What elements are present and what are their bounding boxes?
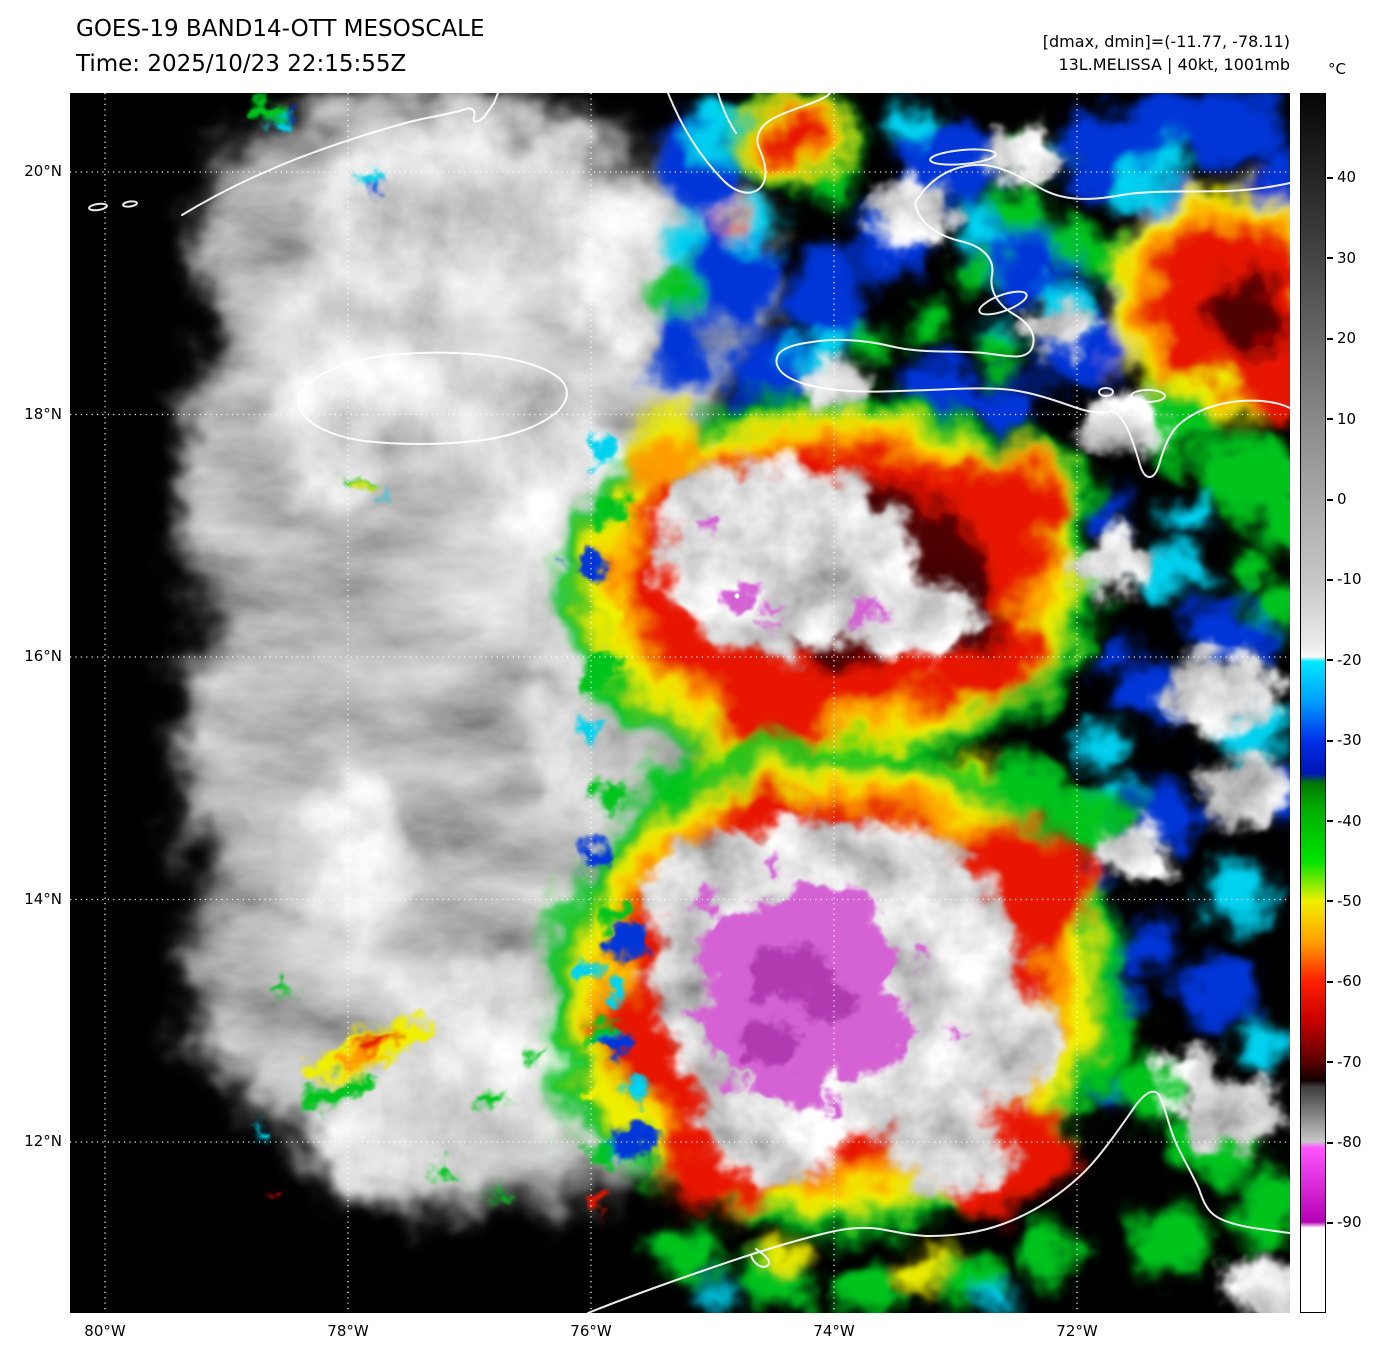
lon-tick-label: 76°W [570,1322,612,1340]
colorbar-tick-label: -20 [1337,650,1362,669]
gonave-island [978,290,1028,316]
coastline-hispaniola-north [914,163,1290,204]
colorbar-tickmark [1327,739,1333,742]
grand-cayman [88,202,108,212]
colorbar-tick-label: -30 [1337,731,1362,750]
colorbar-tick-label: -60 [1337,972,1362,991]
coldest-tops-magenta [682,517,963,1114]
colorbar-gradient [1300,93,1326,1313]
colorbar-tick-label: -10 [1337,570,1362,589]
colorbar-tickmark [1327,980,1333,983]
satellite-image: Copyright © 2020-2025 Dapiya [70,93,1290,1313]
coastline-south-america [587,1090,1290,1313]
coastline-cienaga-hook [750,1248,771,1268]
colorbar-tickmark [1327,257,1333,260]
colorbar-tick-label: -90 [1337,1213,1362,1232]
coastline-hispaniola-south [775,202,1290,478]
colorbar-tickmark [1327,1141,1333,1144]
lon-tick-label: 78°W [327,1322,369,1340]
coastline-jamaica [297,351,568,445]
lat-tick-label: 16°N [24,647,62,665]
colorbar-tickmark [1327,337,1333,340]
timestamp: Time: 2025/10/23 22:15:55Z [76,50,407,77]
colorbar-tick-label: -80 [1337,1133,1362,1152]
colorbar-tickmark [1327,418,1333,421]
info-block: [dmax, dmin]=(-11.77, -78.11) 13L.MELISS… [1043,30,1290,76]
colorbar-tickmark [1327,498,1333,501]
colorbar-tick-label: -40 [1337,811,1362,830]
colorbar-tick-label: 10 [1337,409,1357,428]
coastline-cuba-west [181,93,499,216]
colorbar-tickmark [1327,659,1333,662]
colorbar-tickmark [1327,1221,1333,1224]
lat-tick-label: 18°N [24,404,62,423]
lon-tick-label: 80°W [84,1322,126,1340]
header-block: GOES-19 BAND14-OTT MESOSCALE Time: 2025/… [76,12,485,81]
colorbar-tick-label: 30 [1337,248,1357,267]
etang-saumatre [1098,387,1114,397]
page-title: GOES-19 BAND14-OTT MESOSCALE [76,16,485,42]
colorbar-tick-label: -70 [1337,1052,1362,1071]
colorbar-tickmark [1327,900,1333,903]
lat-tick-label: 20°N [24,162,62,180]
colorbar-tickmark [1327,176,1333,179]
lon-tick-label: 74°W [813,1322,855,1340]
dmax-dmin-readout: [dmax, dmin]=(-11.77, -78.11) [1042,32,1290,51]
lon-tick-label: 72°W [1056,1322,1098,1340]
lat-tick-label: 14°N [24,889,62,908]
lat-tick-label: 12°N [24,1132,62,1150]
little-cayman [122,200,138,208]
colorbar-tick-label: 40 [1337,168,1357,187]
colorbar-tickmark [1327,1061,1333,1064]
colorbar-tickmark [1327,578,1333,581]
coastline-cuba-inlet [717,93,737,134]
lake-enriquillo [1130,389,1166,403]
coastline-cuba-east [667,93,831,194]
colorbar-unit-label: °C [1328,60,1346,78]
colorbar-tick-label: 0 [1337,490,1347,508]
coastlines [88,93,1290,1313]
satellite-map-svg [70,93,1290,1313]
tortuga-island [929,148,997,166]
colorbar-tick-label: -50 [1337,891,1362,910]
storm-info: 13L.MELISSA | 40kt, 1001mb [1058,55,1290,75]
colorbar-tickmark [1327,820,1333,823]
colorbar-tick-label: 20 [1337,329,1357,348]
coldest-pixel [734,593,740,599]
